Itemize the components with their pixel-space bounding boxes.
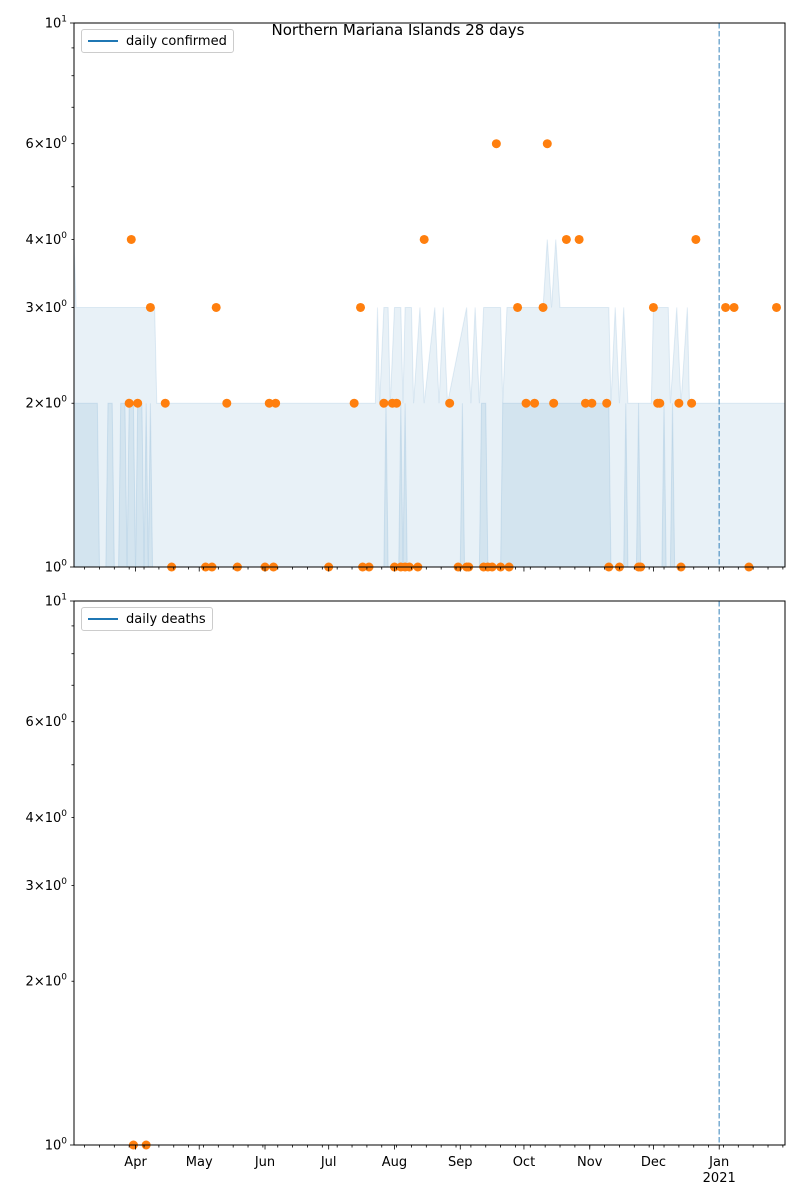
legend-label-deaths: daily deaths [126, 611, 206, 627]
data-point [648, 302, 658, 312]
data-point [561, 234, 571, 244]
data-point [211, 302, 221, 312]
y-tick-label: 4×100 [26, 231, 68, 248]
data-point [655, 398, 665, 408]
data-point [392, 398, 402, 408]
data-point [133, 398, 143, 408]
data-point [445, 398, 455, 408]
x-tick-label: 2021 [703, 1171, 736, 1186]
legend-deaths: daily deaths [81, 607, 213, 631]
x-tick-label: Jan [708, 1155, 729, 1170]
data-point [772, 302, 782, 312]
data-point [222, 398, 232, 408]
data-point [349, 398, 359, 408]
data-point [602, 398, 612, 408]
data-point [691, 234, 701, 244]
data-point [521, 398, 531, 408]
data-point [581, 398, 590, 408]
data-point [542, 139, 552, 149]
y-tick-label: 3×100 [26, 299, 68, 316]
data-point [160, 398, 170, 408]
x-tick-label: Jun [254, 1155, 275, 1170]
x-tick-label: Dec [641, 1155, 666, 1170]
data-point [587, 398, 597, 408]
data-point [687, 398, 697, 408]
plot-panel-2: 100 2×100 3×100 4×100 6×100 101 Apr May Jun Jul Au… [26, 593, 786, 1186]
x-tick-label: Aug [382, 1155, 407, 1170]
axes-frame [73, 600, 786, 1146]
plot-panel-1: 100 2×100 3×100 4×100 6×100 101 [26, 15, 786, 576]
range-band-outer [74, 239, 785, 567]
data-point [419, 234, 429, 244]
x-tick-label: Nov [577, 1155, 603, 1170]
y-tick-label: 3×100 [26, 877, 68, 894]
axes-frame [73, 22, 786, 568]
data-point [379, 398, 389, 408]
x-tick-label: Oct [513, 1155, 535, 1170]
range-band-inner [74, 402, 785, 567]
data-point [538, 302, 548, 312]
data-point [356, 302, 366, 312]
data-point [574, 234, 584, 244]
legend-line-swatch [88, 40, 118, 42]
legend-confirmed: daily confirmed [81, 29, 234, 53]
x-tick-label: Sep [448, 1155, 473, 1170]
x-tick-label: May [186, 1155, 213, 1170]
y-tick-label: 2×100 [26, 973, 68, 990]
y-tick-label: 100 [45, 559, 68, 576]
data-point [271, 398, 281, 408]
x-tick-label: Apr [124, 1155, 147, 1170]
data-point [549, 398, 559, 408]
y-tick-label: 101 [45, 593, 67, 610]
y-tick-label: 4×100 [26, 809, 68, 826]
legend-line-swatch [88, 618, 118, 620]
chart-title: Northern Mariana Islands 28 days [271, 21, 525, 39]
data-point [530, 398, 540, 408]
y-tick-label: 2×100 [26, 395, 68, 412]
data-point [124, 398, 134, 408]
plot-area [74, 23, 785, 567]
y-tick-label: 101 [45, 15, 67, 32]
data-point [674, 398, 684, 408]
data-point [513, 302, 523, 312]
data-point [126, 234, 136, 244]
data-point [264, 398, 274, 408]
data-point [491, 139, 501, 149]
y-tick-label: 6×100 [26, 713, 68, 730]
data-point [721, 302, 731, 312]
y-tick-label: 100 [45, 1137, 68, 1154]
x-tick-label: Jul [320, 1155, 337, 1170]
y-tick-label: 6×100 [26, 135, 68, 152]
data-point [145, 302, 155, 312]
data-point [729, 302, 739, 312]
legend-label-confirmed: daily confirmed [126, 33, 227, 49]
